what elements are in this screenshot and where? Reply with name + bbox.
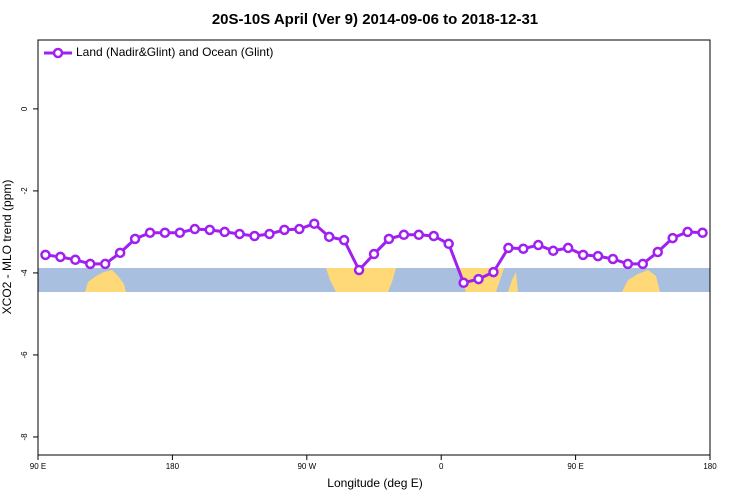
y-tick-label: 0 [20,106,29,111]
legend-label: Land (Nadir&Glint) and Ocean (Glint) [76,45,273,59]
data-point [518,243,529,254]
land-area [622,270,660,292]
land-area [508,272,518,292]
x-tick-label: 90 W [297,462,316,471]
data-point [622,258,634,270]
data-point [577,249,589,261]
y-tick-label: -4 [20,269,29,277]
data-point [309,218,320,229]
data-point [294,223,305,235]
data-point [323,231,335,243]
data-point [592,250,604,262]
chart-title: 20S-10S April (Ver 9) 2014-09-06 to 2018… [212,11,538,28]
data-point [383,233,395,245]
y-tick-label: -2 [20,187,29,195]
data-point [562,242,574,254]
data-point [428,230,439,242]
data-point [458,277,469,289]
x-tick-label: 90 E [567,462,583,471]
data-point [159,227,171,238]
data-point [547,245,559,257]
data-point [398,229,410,241]
data-point [234,228,245,240]
surface-band [38,268,710,292]
plot-frame [37,39,711,456]
data-point [85,258,96,270]
data-point [473,273,484,285]
data-point [338,234,350,246]
x-tick-label: 180 [703,462,717,471]
data-point [55,251,66,263]
data-point [443,238,454,250]
data-point [637,258,649,270]
y-tick-label: -8 [20,433,29,441]
data-point [533,239,544,251]
data-point [682,226,693,238]
land-area [85,270,126,292]
data-point [219,226,230,238]
data-point [129,233,141,245]
data-point [70,254,81,266]
x-tick-label: 180 [166,462,180,471]
data-point [264,228,275,240]
data-point [607,253,619,265]
data-point [279,224,290,236]
data-point [144,227,156,238]
data-point [189,223,201,235]
y-axis-label: XCO2 - MLO trend (ppm) [0,180,14,315]
data-point [413,229,425,241]
data-point [204,224,215,236]
data-point [249,230,260,242]
data-point [114,247,126,259]
x-axis-label: Longitude (deg E) [327,476,422,490]
data-point [353,264,365,276]
data-point [652,246,663,258]
legend-marker [52,47,64,59]
x-tick-label: 0 [439,462,444,471]
data-point [697,227,708,238]
x-tick-label: 90 E [30,462,46,471]
data-point [99,258,111,270]
data-point [488,266,499,278]
land-area [326,268,396,292]
data-point [503,242,514,254]
data-point [368,248,380,260]
data-point [40,249,51,261]
data-point [174,227,186,238]
y-tick-label: -6 [20,351,29,359]
data-point [667,232,678,244]
